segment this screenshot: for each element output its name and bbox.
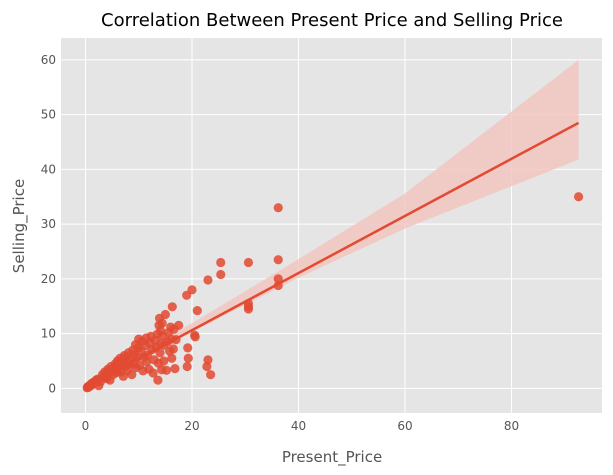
scatter-point-106 — [182, 361, 192, 372]
scatter-point-100 — [168, 344, 178, 354]
scatter-point-99 — [167, 302, 177, 312]
chart-title: Correlation Between Present Price and Se… — [101, 10, 563, 31]
scatter-point-117 — [216, 269, 226, 280]
scatter-point-87 — [157, 318, 167, 328]
scatter-point-74 — [148, 368, 158, 378]
scatter-point-126 — [273, 280, 283, 291]
y-axis-label: Selling_Price — [10, 179, 29, 273]
scatter-point-119 — [243, 257, 254, 268]
y-tick-40: 40 — [41, 162, 56, 176]
scatter-point-109 — [187, 285, 197, 295]
y-tick-20: 20 — [41, 272, 56, 286]
scatter-point-123 — [273, 203, 283, 213]
scatter-point-111 — [190, 332, 200, 342]
y-tick-60: 60 — [41, 53, 56, 67]
x-tick-20: 20 — [184, 419, 199, 433]
scatter-point-102 — [170, 364, 180, 374]
y-tick-50: 50 — [41, 108, 56, 122]
x-tick-80: 80 — [504, 419, 519, 433]
scatter-point-122 — [243, 302, 254, 312]
scatter-point-98 — [167, 353, 177, 363]
scatter-points — [82, 192, 584, 393]
scatter-point-114 — [203, 355, 213, 365]
scatter-point-103 — [171, 335, 181, 345]
scatter-point-116 — [206, 370, 216, 380]
scatter-point-83 — [155, 348, 165, 358]
scatter-point-52 — [127, 370, 137, 380]
y-tick-labels: 0 10 20 30 40 50 60 — [41, 53, 56, 395]
scatter-point-124 — [273, 255, 283, 265]
scatter-point-125 — [273, 274, 283, 284]
scatter-point-107 — [183, 343, 193, 353]
scatter-point-118 — [216, 257, 226, 268]
x-tick-40: 40 — [291, 419, 306, 433]
y-tick-0: 0 — [48, 381, 56, 395]
x-tick-60: 60 — [397, 419, 412, 433]
y-tick-10: 10 — [41, 327, 56, 341]
scatter-point-79 — [153, 375, 163, 385]
scatter-point-92 — [161, 365, 172, 375]
x-axis-label: Present_Price — [282, 448, 382, 467]
scatter-point-115 — [203, 275, 213, 285]
scatter-point-104 — [174, 320, 184, 331]
y-tick-30: 30 — [41, 217, 56, 231]
scatter-point-91 — [160, 309, 170, 320]
scatter-point-127 — [573, 192, 584, 202]
x-tick-labels: 0 20 40 60 80 — [82, 419, 519, 433]
scatter-point-89 — [159, 356, 169, 366]
scatter-point-108 — [183, 353, 193, 363]
scatter-point-112 — [192, 306, 202, 316]
x-tick-0: 0 — [82, 419, 90, 433]
